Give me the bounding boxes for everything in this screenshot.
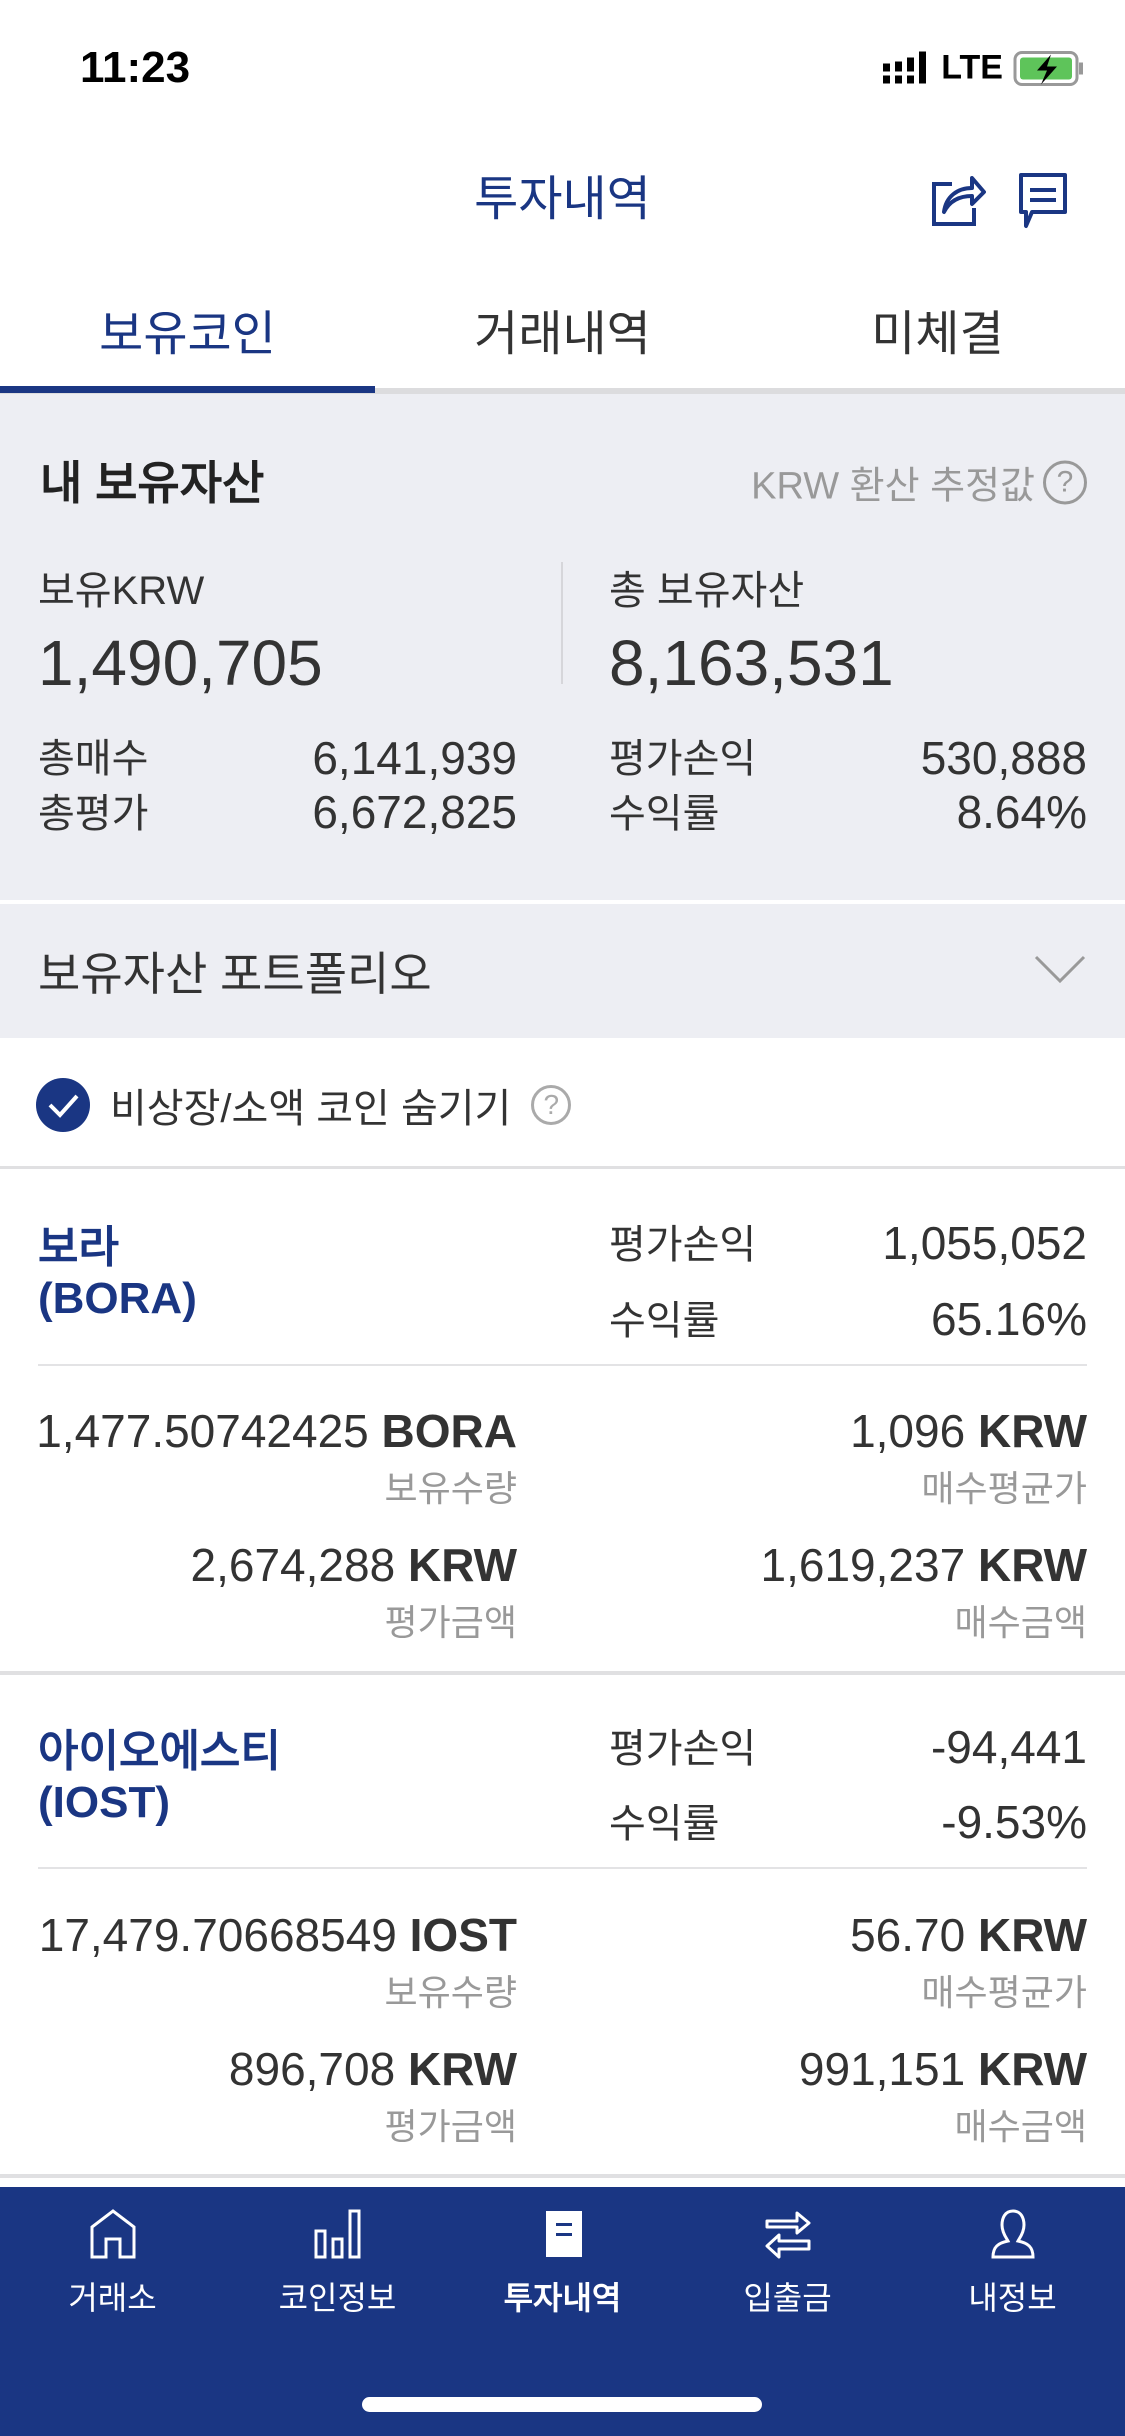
network-label: LTE (941, 48, 1003, 87)
coin-symbol: (BORA) (38, 1274, 197, 1323)
portfolio-label: 보유자산 포트폴리오 (38, 948, 432, 1000)
nav-label: 입출금 (743, 2280, 832, 2316)
coin-pl-label: 평가손익 (609, 1727, 757, 1771)
eval-amount-value: 2,674,288 (190, 1539, 396, 1591)
qty-unit: BORA (381, 1405, 517, 1457)
chat-icon[interactable] (1018, 172, 1068, 230)
document-icon (545, 2211, 582, 2257)
avg-price-value: 56.70 (850, 1909, 966, 1961)
coin-pl-value: -94,441 (930, 1721, 1087, 1773)
eval-amount-label: 평가금액 (384, 2106, 517, 2147)
total-assets-label: 총 보유자산 (609, 569, 805, 613)
divider (0, 2174, 1125, 2178)
total-eval-value: 6,672,825 (312, 786, 517, 838)
bottom-nav: 거래소 코인정보 투자내역 입출금 내정보 (0, 2187, 1125, 2436)
nav-exchange[interactable]: 거래소 (0, 2187, 225, 2319)
qty-value: 1,477.50742425 (36, 1405, 369, 1457)
nav-deposit-withdraw[interactable]: 입출금 (675, 2187, 900, 2319)
help-icon[interactable]: ? (531, 1085, 572, 1125)
nav-label: 내정보 (968, 2280, 1057, 2316)
eval-amount-label: 평가금액 (384, 1602, 517, 1643)
nav-coin-info[interactable]: 코인정보 (225, 2187, 450, 2319)
eval-amount-unit: KRW (407, 2043, 517, 2095)
avg-price-unit: KRW (977, 1909, 1087, 1961)
buy-amount-unit: KRW (977, 2043, 1087, 2095)
coin-pl-label: 평가손익 (609, 1223, 757, 1267)
buy-amount-unit: KRW (977, 1539, 1087, 1591)
user-icon (990, 2209, 1035, 2259)
status-time: 11:23 (80, 43, 191, 92)
bar-chart-icon (314, 2209, 360, 2259)
rate-label: 수익률 (609, 792, 720, 836)
total-assets-value: 8,163,531 (609, 627, 894, 699)
divider (38, 1364, 1087, 1366)
qty-label: 보유수량 (384, 1468, 517, 1509)
coin-pl-value: 1,055,052 (882, 1217, 1087, 1269)
avg-price-value: 1,096 (850, 1405, 966, 1457)
tab-track (0, 388, 1125, 394)
checkbox-checked-icon (36, 1078, 90, 1132)
pl-value: 530,888 (920, 732, 1087, 784)
divider (38, 1867, 1087, 1869)
nav-label: 코인정보 (278, 2280, 397, 2316)
tab-bar: 보유코인 거래내역 미체결 (0, 270, 1125, 388)
buy-amount-label: 매수금액 (954, 2106, 1087, 2147)
summary-title: 내 보유자산 (40, 457, 265, 509)
nav-investments[interactable]: 투자내역 (450, 2187, 675, 2319)
nav-label: 거래소 (68, 2280, 157, 2316)
transfer-icon (765, 2211, 810, 2259)
nav-my-info[interactable]: 내정보 (900, 2187, 1125, 2319)
summary-divider (561, 562, 563, 684)
page-title: 투자내역 (474, 173, 651, 226)
status-icons: LTE (883, 49, 1085, 88)
eval-amount-unit: KRW (407, 1539, 517, 1591)
coin-symbol: (IOST) (38, 1778, 170, 1827)
total-buy-value: 6,141,939 (312, 732, 517, 784)
tab-trade-history[interactable]: 거래내역 (474, 308, 651, 361)
coin-name: 아이오에스티 (38, 1727, 281, 1776)
eval-amount-value: 896,708 (228, 2043, 396, 2095)
home-icon (90, 2209, 135, 2259)
pl-label: 평가손익 (609, 737, 757, 781)
krw-value: 1,490,705 (38, 627, 323, 699)
divider (0, 1166, 1125, 1169)
qty-unit: IOST (409, 1909, 517, 1961)
share-icon[interactable] (930, 170, 986, 228)
chevron-down-icon[interactable] (1034, 955, 1086, 985)
nav-label: 투자내역 (503, 2280, 622, 2316)
home-indicator[interactable] (362, 2397, 762, 2412)
krw-estimate-note[interactable]: KRW 환산 추정값 ? (751, 455, 1087, 510)
coin-rate-value: 65.16% (930, 1293, 1087, 1345)
total-eval-label: 총평가 (38, 792, 149, 836)
hide-small-coins-checkbox[interactable]: 비상장/소액 코인 숨기기 ? (36, 1076, 572, 1134)
rate-value: 8.64% (956, 786, 1087, 838)
avg-price-unit: KRW (977, 1405, 1087, 1457)
tab-holdings[interactable]: 보유코인 (99, 308, 276, 361)
krw-label: 보유KRW (38, 569, 205, 613)
avg-price-label: 매수평균가 (921, 1468, 1087, 1509)
coin-name: 보라 (38, 1223, 119, 1272)
hide-small-coins-label: 비상장/소액 코인 숨기기 (110, 1087, 512, 1131)
portfolio-toggle[interactable] (0, 904, 1125, 1038)
signal-icon (883, 51, 927, 83)
coin-rate-label: 수익률 (609, 1299, 720, 1343)
total-buy-label: 총매수 (38, 737, 149, 781)
tab-pending[interactable]: 미체결 (871, 308, 1004, 361)
coin-rate-label: 수익률 (609, 1802, 720, 1846)
qty-value: 17,479.70668549 (38, 1909, 397, 1961)
coin-rate-value: -9.53% (941, 1796, 1087, 1848)
buy-amount-label: 매수금액 (954, 1602, 1087, 1643)
krw-estimate-label: KRW 환산 추정값 (751, 465, 1035, 508)
help-icon: ? (1043, 460, 1087, 504)
battery-charging-icon (1013, 50, 1083, 86)
divider (0, 1671, 1125, 1675)
avg-price-label: 매수평균가 (921, 1972, 1087, 2013)
tab-active-indicator (0, 386, 375, 393)
qty-label: 보유수량 (384, 1972, 517, 2013)
buy-amount-value: 1,619,237 (760, 1539, 966, 1591)
buy-amount-value: 991,151 (798, 2043, 966, 2095)
